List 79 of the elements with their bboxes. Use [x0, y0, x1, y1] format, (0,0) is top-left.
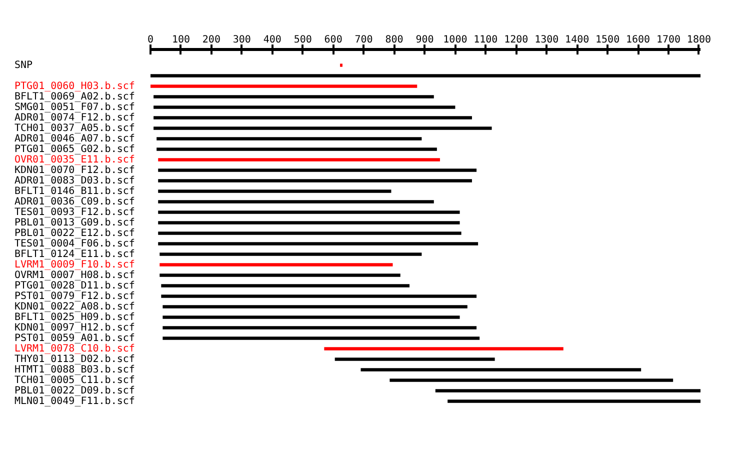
y-tick-label: OVR01_0035_E11.b.scf — [14, 154, 135, 166]
y-tick-label: SNP — [14, 60, 33, 71]
bar — [158, 242, 478, 246]
y-tick-label: HTMT1_0088_B03.b.scf — [14, 364, 135, 376]
y-tick-label: PST01_0059_A01.b.scf — [14, 332, 135, 344]
bar — [360, 368, 642, 372]
bar — [435, 389, 700, 392]
x-tick-label: 400 — [263, 34, 282, 46]
y-tick-label: PBL01_0013_G09.b.scf — [14, 217, 135, 228]
bar — [158, 200, 434, 204]
y-tick-label: TES01_0004_F06.b.scf — [14, 238, 135, 250]
bar — [158, 179, 472, 182]
bar — [162, 336, 480, 340]
x-tick-label: 1400 — [565, 34, 590, 46]
y-tick-label: BFLT1_0025_H09.b.scf — [14, 312, 135, 323]
y-tick-label: ADR01_0046_A07.b.scf — [14, 133, 135, 144]
x-tick-label: 1800 — [686, 34, 712, 46]
x-tick-label: 700 — [354, 34, 373, 46]
x-tick-label: 1200 — [504, 34, 528, 46]
y-tick-label: PBL01_0022_D09.b.scf — [14, 385, 135, 396]
y-tick-label: TCH01_0005_C11.b.scf — [14, 374, 135, 386]
bar — [158, 190, 392, 193]
x-tick-label: 1100 — [474, 34, 498, 46]
bar — [448, 400, 700, 403]
bar — [156, 137, 422, 140]
x-tick-label: 0 — [147, 34, 154, 46]
y-tick-label: KDN01_0022_A08.b.scf — [14, 301, 135, 312]
bar — [158, 168, 477, 172]
y-tick-label: TES01_0093_F12.b.scf — [14, 206, 135, 218]
y-tick-label: OVRM1_0007_H08.b.scf — [14, 270, 135, 281]
bar — [390, 378, 674, 382]
x-tick-label: 200 — [202, 34, 220, 46]
y-tick-label: PTG01_0028_D11.b.scf — [14, 280, 135, 292]
bar — [158, 221, 460, 224]
x-tick-label: 1600 — [626, 34, 650, 46]
y-tick-label: PBL01_0022_E12.b.scf — [14, 228, 135, 239]
x-tick-label: 1700 — [656, 34, 681, 46]
y-tick-label: PTG01_0065_G02.b.scf — [14, 144, 135, 155]
bar — [162, 305, 468, 308]
x-tick-label: 1500 — [596, 34, 620, 46]
bar — [162, 326, 477, 330]
bar — [160, 274, 400, 277]
y-tick-label: SMG01_0051_F07.b.scf — [14, 102, 135, 113]
x-tick-label: 300 — [232, 34, 251, 46]
y-tick-label: BFLT1_0124_E11.b.scf — [14, 248, 135, 260]
y-tick-label: LVRM1_0078_C10.b.scf — [14, 343, 135, 354]
y-tick-label: ADR01_0074_F12.b.scf — [14, 112, 135, 124]
bar — [162, 316, 460, 319]
y-tick-label: LVRM1_0009_F10.b.scf — [14, 259, 135, 270]
y-tick-label: TCH01_0037_A05.b.scf — [14, 122, 135, 134]
y-tick-label: PST01_0079_F12.b.scf — [14, 290, 135, 302]
bar — [160, 252, 422, 256]
y-tick-label: MLN01_0049_F11.b.scf — [14, 396, 135, 407]
y-tick-label: KDN01_0097_H12.b.scf — [14, 322, 135, 334]
bar — [154, 106, 456, 109]
bar — [161, 284, 410, 288]
bar — [161, 294, 477, 298]
y-tick-label: KDN01_0070_F12.b.scf — [14, 164, 135, 176]
x-tick-label: 1300 — [534, 34, 559, 46]
bar — [158, 232, 462, 235]
bar — [156, 148, 437, 151]
bar — [150, 74, 700, 78]
y-tick-label: PTG01_0060_H03.b.scf — [14, 80, 135, 92]
bar — [334, 358, 495, 361]
y-tick-label: BFLT1_0146_B11.b.scf — [14, 186, 135, 197]
x-tick-label: 600 — [324, 34, 342, 46]
bar — [154, 126, 492, 130]
y-tick-label: BFLT1_0069_A02.b.scf — [14, 91, 135, 102]
y-tick-label: ADR01_0083_D03.b.scf — [14, 175, 135, 186]
x-tick-label: 100 — [172, 34, 190, 46]
bar — [158, 210, 460, 214]
x-tick-label: 900 — [416, 34, 434, 46]
x-tick-label: 500 — [294, 34, 312, 46]
x-tick-label: 800 — [385, 34, 404, 46]
bar — [154, 116, 472, 120]
x-tick-label: 1000 — [443, 34, 468, 46]
bar — [154, 95, 434, 98]
y-tick-label: ADR01_0036_C09.b.scf — [14, 196, 135, 208]
y-tick-label: THY01_0113_D02.b.scf — [14, 354, 135, 365]
